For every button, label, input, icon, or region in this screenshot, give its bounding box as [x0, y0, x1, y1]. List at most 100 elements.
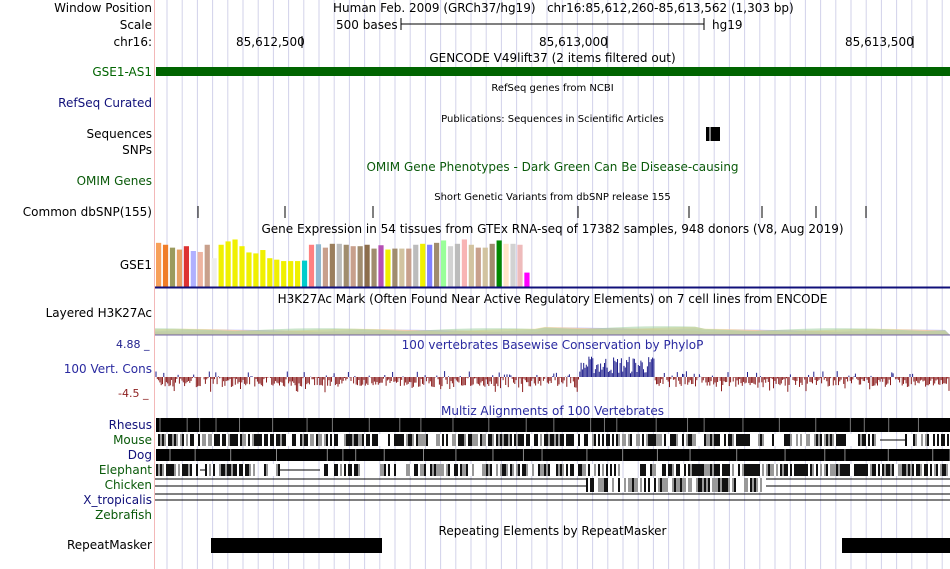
- alignment-block: [842, 464, 844, 476]
- alignment-block: [386, 464, 388, 476]
- alignment-block: [832, 464, 834, 476]
- cons-track-title: 100 vertebrates Basewise Conservation by…: [401, 338, 704, 352]
- alignment-block: [692, 434, 694, 446]
- alignment-block: [237, 464, 239, 476]
- alignment-block: [672, 434, 674, 446]
- alignment-block: [196, 464, 198, 476]
- gencode-gene-label[interactable]: GSE1-AS1: [92, 65, 152, 79]
- alignment-block: [234, 434, 236, 446]
- cons-label[interactable]: 100 Vert. Cons: [63, 362, 152, 376]
- gtex-tissue-bar: [183, 246, 189, 287]
- species-dog[interactable]: Dog: [127, 448, 152, 462]
- alignment-block: [666, 434, 668, 446]
- alignment-block: [923, 434, 925, 446]
- alignment-block: [872, 434, 874, 446]
- dbsnp-label[interactable]: Common dbSNP(155): [22, 205, 152, 219]
- alignment-block: [420, 434, 422, 446]
- alignment-block: [356, 434, 358, 446]
- species-xtropicalis[interactable]: X_tropicalis: [83, 493, 152, 507]
- gtex-tissue-bar: [413, 244, 419, 287]
- alignment-block: [648, 464, 650, 476]
- alignment-block: [904, 464, 906, 476]
- alignment-block: [524, 464, 526, 476]
- alignment-block: [716, 464, 718, 476]
- alignment-block: [602, 478, 604, 492]
- alignment-block: [276, 464, 278, 476]
- cons-max-label: 4.88 _: [116, 338, 150, 351]
- alignment-block: [244, 434, 246, 446]
- alignment-block: [654, 478, 656, 492]
- pubs-label[interactable]: Sequences: [86, 127, 152, 141]
- alignment-block: [921, 434, 923, 446]
- alignment-block: [912, 464, 914, 476]
- alignment-block: [382, 434, 384, 446]
- alignment-block: [878, 434, 880, 446]
- alignment-block: [646, 434, 648, 446]
- gtex-tissue-bar: [329, 243, 335, 287]
- alignment-block: [684, 478, 686, 492]
- scale-value: 500 bases: [336, 18, 398, 32]
- rmsk-label[interactable]: RepeatMasker: [66, 538, 152, 552]
- alignment-block: [236, 434, 238, 446]
- alignment-block: [668, 478, 670, 492]
- alignment-block: [458, 464, 460, 476]
- alignment-block: [408, 434, 410, 446]
- alignment-block: [644, 464, 646, 476]
- omim-label[interactable]: OMIM Genes: [76, 174, 152, 188]
- alignment-block: [924, 464, 926, 476]
- pubs-track-title: Publications: Sequences in Scientific Ar…: [441, 114, 664, 125]
- alignment-block: [814, 464, 816, 476]
- species-mouse[interactable]: Mouse: [113, 433, 152, 447]
- gtex-tissue-bar: [295, 261, 301, 287]
- alignment-block: [590, 464, 592, 476]
- alignment-block: [366, 434, 368, 446]
- gtex-tissue-bar: [440, 240, 447, 287]
- alignment-block: [662, 464, 664, 476]
- alignment-block: [700, 434, 702, 446]
- alignment-block: [412, 434, 414, 446]
- alignment-block: [410, 464, 412, 476]
- h3k-label[interactable]: Layered H3K27Ac: [45, 306, 152, 320]
- alignment-block: [474, 434, 476, 446]
- species-elephant[interactable]: Elephant: [98, 463, 152, 477]
- alignment-block: [306, 434, 308, 446]
- alignment-block: [212, 434, 214, 446]
- alignment-block: [556, 464, 558, 476]
- alignment-block: [730, 478, 732, 492]
- alignment-block: [848, 464, 850, 476]
- alignment-block: [710, 464, 712, 476]
- alignment-block: [324, 434, 326, 446]
- species-rhesus[interactable]: Rhesus: [108, 418, 152, 432]
- alignment-block: [642, 478, 644, 492]
- alignment-block: [756, 478, 758, 492]
- alignment-block: [772, 434, 774, 446]
- alignment-block: [186, 464, 188, 476]
- alignment-block: [478, 464, 480, 476]
- species-zebrafish[interactable]: Zebrafish: [95, 508, 152, 522]
- alignment-block: [790, 464, 792, 476]
- alignment-block: [530, 464, 532, 476]
- alignment-block: [704, 478, 706, 492]
- snps-label[interactable]: SNPs: [122, 143, 152, 157]
- alignment-block: [214, 434, 216, 446]
- alignment-block: [754, 464, 756, 476]
- alignment-block: [628, 478, 630, 492]
- gtex-label[interactable]: GSE1: [119, 258, 152, 272]
- alignment-block: [211, 464, 213, 476]
- alignment-block: [418, 434, 420, 446]
- alignment-block: [840, 434, 842, 446]
- refseq-label[interactable]: RefSeq Curated: [58, 96, 152, 110]
- species-chicken[interactable]: Chicken: [104, 478, 152, 492]
- alignment-block: [628, 434, 630, 446]
- alignment-block: [640, 434, 642, 446]
- alignment-block: [550, 434, 552, 446]
- alignment-block: [302, 434, 304, 446]
- alignment-block: [582, 464, 584, 476]
- gtex-tissue-bar: [482, 247, 488, 287]
- alignment-block: [708, 478, 710, 492]
- alignment-block: [504, 434, 506, 446]
- alignment-block: [943, 434, 945, 446]
- alignment-block: [245, 464, 247, 476]
- alignment-block: [654, 434, 656, 446]
- alignment-block: [726, 478, 728, 492]
